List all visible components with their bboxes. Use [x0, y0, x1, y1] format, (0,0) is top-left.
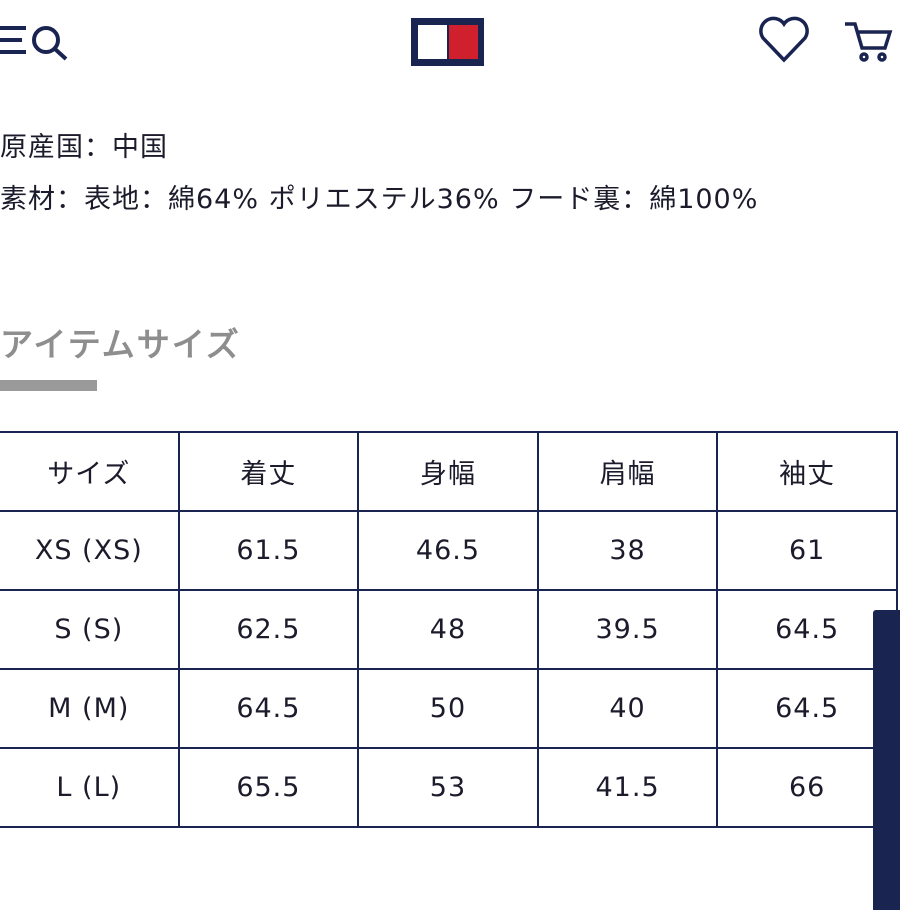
- header-cell: サイズ: [0, 431, 180, 512]
- cell: 46.5: [357, 510, 539, 591]
- header-cell: 着丈: [177, 431, 360, 512]
- header-cell: 身幅: [357, 431, 539, 512]
- section-underline: [0, 380, 97, 391]
- menu-search-icon[interactable]: [0, 26, 68, 61]
- cell: 65.5: [177, 747, 360, 828]
- cell: 64.5: [177, 668, 360, 749]
- header-cell: 袖丈: [716, 431, 898, 512]
- cell: 50: [357, 668, 539, 749]
- cart-icon[interactable]: [845, 22, 893, 62]
- cell: 53: [357, 747, 539, 828]
- cell: 62.5: [177, 589, 360, 670]
- cell: 61: [716, 510, 898, 591]
- header: [0, 16, 893, 66]
- cell: 41.5: [536, 747, 719, 828]
- cell: L (L): [0, 747, 180, 828]
- section-title: アイテムサイズ: [0, 325, 241, 364]
- cell: M (M): [0, 668, 180, 749]
- cell: 48: [357, 589, 539, 670]
- cell: 66: [716, 747, 898, 828]
- table-row: M (M) 64.5 50 40 64.5: [0, 668, 898, 749]
- cell: 64.5: [716, 589, 898, 670]
- cell: 39.5: [536, 589, 719, 670]
- side-tab[interactable]: [873, 610, 900, 910]
- cell: 38: [536, 510, 719, 591]
- size-table: サイズ 着丈 身幅 肩幅 袖丈 XS (XS) 61.5 46.5 38 61 S (S) 62.5 4…: [0, 431, 898, 828]
- wishlist-icon[interactable]: [759, 16, 809, 63]
- logo[interactable]: [411, 18, 484, 66]
- table-row: L (L) 65.5 53 41.5 66: [0, 747, 898, 828]
- cell: S (S): [0, 589, 180, 670]
- cell: 40: [536, 668, 719, 749]
- header-cell: 肩幅: [536, 431, 719, 512]
- cell: 64.5: [716, 668, 898, 749]
- table-row: S (S) 62.5 48 39.5 64.5: [0, 589, 898, 670]
- material-text: 素材：表地：綿64% ポリエステル36% フード裏：綿100%: [0, 184, 759, 215]
- cell: XS (XS): [0, 510, 180, 591]
- header-row: サイズ 着丈 身幅 肩幅 袖丈: [0, 431, 898, 512]
- origin-text: 原産国：中国: [0, 132, 168, 163]
- table-row: XS (XS) 61.5 46.5 38 61: [0, 510, 898, 591]
- cell: 61.5: [177, 510, 360, 591]
